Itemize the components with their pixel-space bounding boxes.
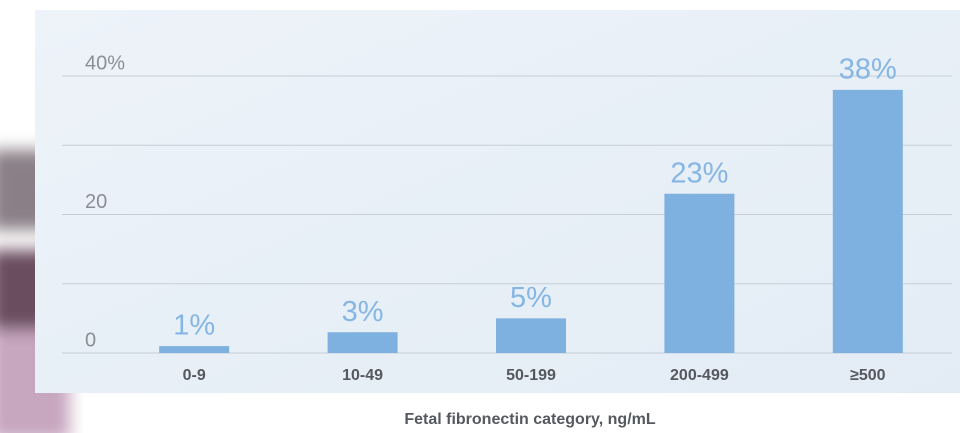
- x-tick-label: 200-499: [670, 367, 729, 384]
- value-label: 38%: [839, 54, 897, 86]
- bar: [328, 332, 398, 353]
- x-tick-label: 10-49: [342, 367, 383, 384]
- bar: [159, 346, 229, 353]
- x-tick-label: 50-199: [506, 367, 556, 384]
- bar: [496, 318, 566, 353]
- x-axis-label: Fetal fibronectin category, ng/mL: [404, 411, 656, 428]
- value-label: 1%: [173, 310, 215, 342]
- value-label: 5%: [510, 282, 552, 314]
- value-label: 23%: [670, 157, 728, 189]
- bar: [664, 194, 734, 353]
- chart: Fetal fibronectin category, ng/mL 0 20 40%…: [0, 0, 960, 433]
- y-tick-label: 40%: [85, 52, 125, 74]
- bar: [833, 90, 903, 353]
- y-tick-label: 20: [85, 191, 107, 213]
- y-tick-label: 0: [85, 329, 96, 351]
- value-label: 3%: [342, 296, 384, 328]
- x-tick-label: ≥500: [850, 367, 886, 384]
- x-tick-label: 0-9: [183, 367, 206, 384]
